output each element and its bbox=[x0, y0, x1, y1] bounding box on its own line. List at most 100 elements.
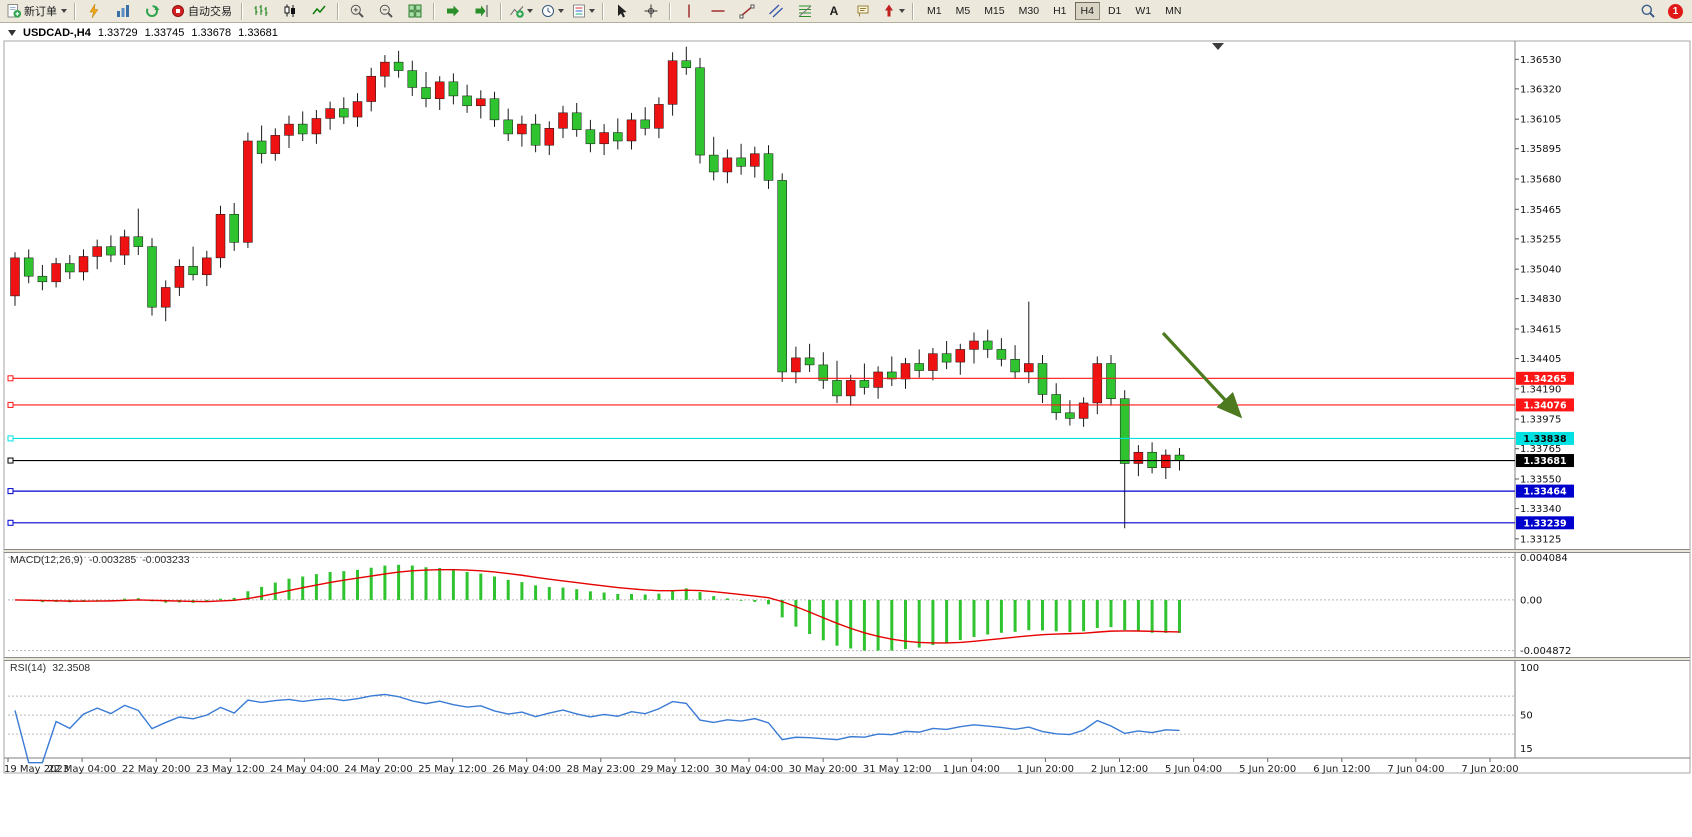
timeframe-button-mn[interactable]: MN bbox=[1165, 5, 1182, 17]
metaeditor-button[interactable] bbox=[80, 0, 108, 22]
zoom-out-button[interactable] bbox=[372, 0, 400, 22]
timeframe-button-m15[interactable]: M15 bbox=[984, 5, 1005, 17]
rsi-pane: 100 50 15 bbox=[8, 663, 1539, 764]
chart-canvas[interactable]: 1.36530 1.36320 1.36105 1.35895 1.35680 1.354… bbox=[0, 23, 1692, 837]
timeframe-button-h4[interactable]: H4 bbox=[1074, 2, 1100, 20]
svg-text:1.36105: 1.36105 bbox=[1520, 115, 1561, 126]
zoom-in-button[interactable] bbox=[343, 0, 371, 22]
chart-high-value: 1.33745 bbox=[144, 27, 185, 39]
chart-window[interactable]: USDCAD-,H4 1.33729 1.33745 1.33678 1.336… bbox=[0, 23, 1692, 837]
indicators-button[interactable] bbox=[506, 0, 536, 22]
svg-text:26 May 04:00: 26 May 04:00 bbox=[492, 764, 561, 775]
svg-text:23 May 12:00: 23 May 12:00 bbox=[196, 764, 265, 775]
equidistant-channel-button[interactable] bbox=[762, 0, 790, 22]
toolbar-right-group: 1 bbox=[1634, 0, 1689, 22]
candles-layer bbox=[10, 46, 1185, 529]
timeframes-toolbar: M1 M5 M15 M30 H1 H4 D1 W1 MN bbox=[920, 2, 1188, 20]
timeframe-button-m5[interactable]: M5 bbox=[955, 5, 971, 17]
toolbar-separator bbox=[433, 2, 435, 20]
templates-button[interactable] bbox=[568, 0, 598, 22]
svg-text:100: 100 bbox=[1520, 663, 1539, 674]
chart-shift-icon bbox=[475, 5, 488, 17]
svg-text:1.36530: 1.36530 bbox=[1520, 55, 1561, 66]
svg-text:-0.004872: -0.004872 bbox=[1520, 646, 1571, 657]
rsi-indicator-label: RSI(14) 32.3508 bbox=[10, 662, 90, 674]
line-chart-icon bbox=[312, 5, 326, 15]
new-order-label: 新订单 bbox=[24, 6, 57, 18]
svg-text:5 Jun 20:00: 5 Jun 20:00 bbox=[1239, 764, 1296, 775]
svg-text:1.33239: 1.33239 bbox=[1523, 518, 1566, 529]
ohlc-bars-icon bbox=[254, 5, 268, 16]
svg-text:1.34830: 1.34830 bbox=[1520, 294, 1561, 305]
text-button[interactable]: A bbox=[820, 0, 848, 22]
arrows-button[interactable] bbox=[878, 0, 908, 22]
svg-text:31 May 12:00: 31 May 12:00 bbox=[863, 764, 932, 775]
fibonacci-button[interactable] bbox=[791, 0, 819, 22]
svg-text:1.33838: 1.33838 bbox=[1523, 434, 1567, 445]
svg-text:1.33975: 1.33975 bbox=[1520, 415, 1561, 426]
vertical-line-button[interactable] bbox=[675, 0, 703, 22]
svg-text:1.33550: 1.33550 bbox=[1520, 474, 1561, 485]
horizontal-line-icon bbox=[711, 10, 725, 12]
chart-shift-marker[interactable] bbox=[1212, 43, 1224, 50]
new-order-button[interactable]: 新订单 bbox=[3, 0, 70, 22]
bar-chart-button[interactable] bbox=[247, 0, 275, 22]
chevron-down-icon bbox=[589, 9, 595, 13]
crosshair-button[interactable] bbox=[637, 0, 665, 22]
periods-button[interactable] bbox=[537, 0, 567, 22]
rsi-value: 32.3508 bbox=[52, 662, 91, 674]
annotation-arrow[interactable] bbox=[1161, 331, 1243, 419]
notification-badge[interactable]: 1 bbox=[1668, 3, 1683, 19]
refresh-button[interactable] bbox=[138, 0, 166, 22]
timeframe-button-m1[interactable]: M1 bbox=[927, 5, 942, 17]
svg-text:7 Jun 20:00: 7 Jun 20:00 bbox=[1461, 764, 1518, 775]
search-button[interactable] bbox=[1634, 0, 1662, 22]
svg-text:1.35465: 1.35465 bbox=[1520, 205, 1561, 216]
autotrading-button[interactable]: 自动交易 bbox=[167, 0, 237, 22]
svg-text:6 Jun 12:00: 6 Jun 12:00 bbox=[1313, 764, 1370, 775]
auto-scroll-button[interactable] bbox=[439, 0, 467, 22]
chart-symbol-period: USDCAD-,H4 bbox=[23, 27, 91, 39]
macd-pane: 0.004084 0.00 -0.004872 bbox=[8, 553, 1571, 657]
cursor-button[interactable] bbox=[608, 0, 636, 22]
trendline-button[interactable] bbox=[733, 0, 761, 22]
lightning-icon bbox=[89, 3, 99, 19]
candlestick-chart-button[interactable] bbox=[276, 0, 304, 22]
svg-text:1.34190: 1.34190 bbox=[1520, 384, 1561, 395]
horizontal-line-button[interactable] bbox=[704, 0, 732, 22]
text-label-icon bbox=[857, 5, 869, 17]
auto-scroll-icon bbox=[447, 5, 459, 17]
timeframe-button-m30[interactable]: M30 bbox=[1018, 5, 1040, 17]
arrow-object-icon bbox=[885, 4, 893, 17]
chart-shift-button[interactable] bbox=[468, 0, 496, 22]
timeframe-button-w1[interactable]: W1 bbox=[1135, 5, 1152, 17]
one-click-trading-toggle[interactable] bbox=[8, 30, 16, 36]
market-watch-button[interactable] bbox=[109, 0, 137, 22]
chart-open-value: 1.33729 bbox=[97, 27, 138, 39]
svg-text:1 Jun 04:00: 1 Jun 04:00 bbox=[943, 764, 1000, 775]
svg-text:22 May 04:00: 22 May 04:00 bbox=[48, 764, 117, 775]
chevron-down-icon bbox=[527, 9, 533, 13]
toolbar-separator bbox=[500, 2, 502, 20]
text-label-button[interactable] bbox=[849, 0, 877, 22]
timeframe-button-h1[interactable]: H1 bbox=[1053, 5, 1067, 17]
text-tool-icon: A bbox=[829, 4, 839, 18]
timeframe-button-d1[interactable]: D1 bbox=[1107, 5, 1122, 17]
refresh-icon bbox=[146, 5, 160, 17]
tile-windows-icon bbox=[408, 4, 422, 18]
svg-text:24 May 04:00: 24 May 04:00 bbox=[270, 764, 339, 775]
tile-windows-button[interactable] bbox=[401, 0, 429, 22]
candlestick-icon bbox=[284, 4, 295, 17]
fibonacci-icon bbox=[798, 5, 812, 17]
add-indicator-icon bbox=[510, 6, 524, 18]
levels-layer[interactable] bbox=[7, 375, 1515, 526]
zoom-in-icon bbox=[350, 4, 364, 18]
price-axis[interactable]: 1.36530 1.36320 1.36105 1.35895 1.35680 1.354… bbox=[1515, 55, 1574, 546]
svg-text:1.33765: 1.33765 bbox=[1520, 444, 1561, 455]
chart-title: USDCAD-,H4 1.33729 1.33745 1.33678 1.336… bbox=[8, 27, 278, 39]
line-chart-button[interactable] bbox=[305, 0, 333, 22]
svg-text:0.004084: 0.004084 bbox=[1520, 553, 1568, 564]
chevron-down-icon bbox=[558, 9, 564, 13]
svg-text:24 May 20:00: 24 May 20:00 bbox=[344, 764, 413, 775]
